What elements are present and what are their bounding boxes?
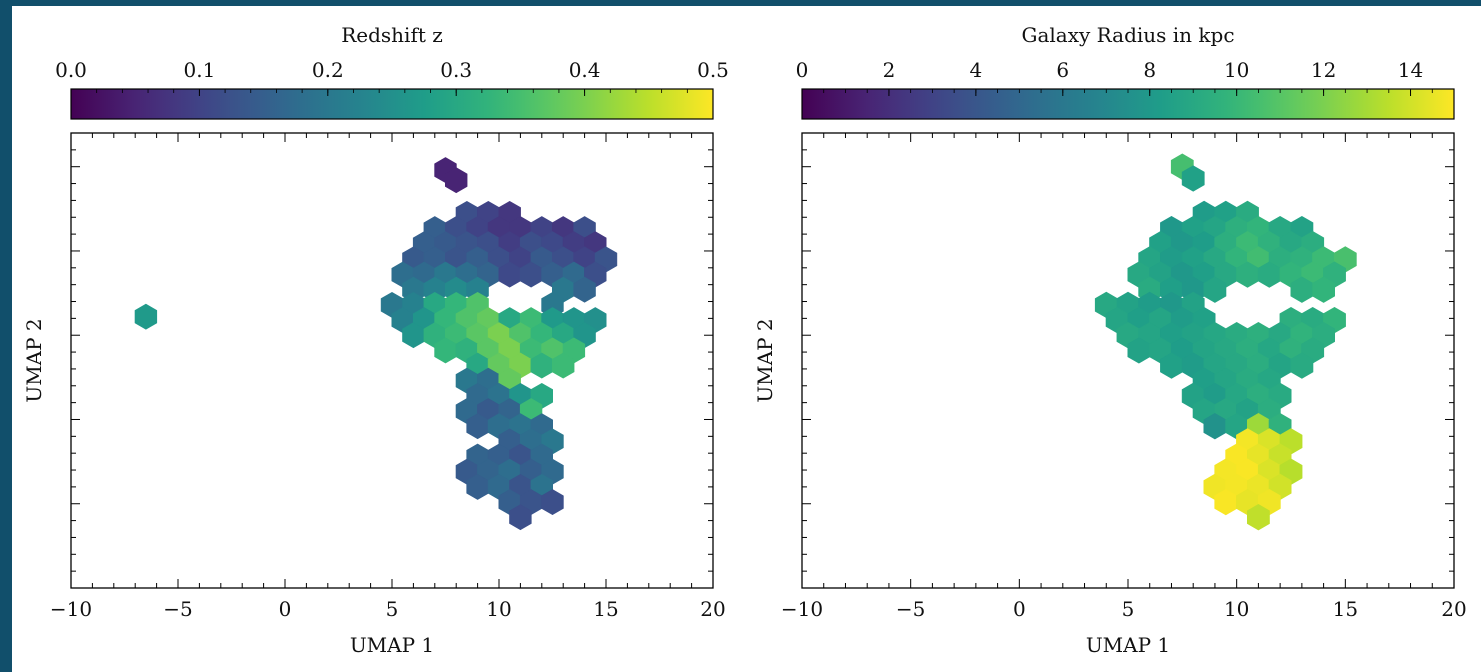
hex-cell [1203, 276, 1227, 303]
colorbar-tick-label: 4 [969, 58, 982, 82]
x-tick-label: 10 [486, 597, 511, 621]
colorbar-tick-label: 12 [1311, 58, 1336, 82]
x-tick-label: 20 [700, 597, 725, 621]
colorbar-tick-label: 6 [1056, 58, 1069, 82]
figure: 0.0 0.1 0.2 0.3 0.4 0.5 Redshift z −10 −5 0 5 10 15 2… [12, 6, 1481, 672]
x-tick-label: 5 [1122, 597, 1135, 621]
x-tick-label: 20 [1441, 597, 1466, 621]
colorbar-label: Redshift z [341, 23, 443, 47]
x-tick-label: 15 [1333, 597, 1358, 621]
x-axis-label: UMAP 1 [350, 633, 434, 657]
x-axis-label: UMAP 1 [1086, 633, 1170, 657]
colorbar-tick-label: 2 [883, 58, 896, 82]
chart-figure: 0.0 0.1 0.2 0.3 0.4 0.5 Redshift z −10 −5 0 5 10 15 2… [22, 23, 1467, 657]
panel-2: 0 2 4 6 8 10 12 14 Galaxy Radius in kpc −10 −5 0 5 10… [753, 23, 1467, 657]
colorbar [70, 88, 714, 120]
colorbar-tick-label: 14 [1398, 58, 1423, 82]
x-tick-label: −5 [896, 597, 925, 621]
hex-cell [509, 504, 532, 531]
x-tick-label: −10 [50, 597, 92, 621]
plot-area [71, 133, 713, 588]
colorbar-tick-label: 0.4 [569, 58, 601, 82]
colorbar-label: Galaxy Radius in kpc [1021, 23, 1234, 47]
colorbar-tick-label: 0.3 [440, 58, 472, 82]
x-tick-label: 15 [593, 597, 618, 621]
hex-cell [1312, 276, 1335, 303]
hex-cell [444, 167, 468, 194]
hex-cell [1290, 352, 1314, 379]
hex-cell [541, 489, 564, 516]
x-tick-label: 0 [1013, 597, 1026, 621]
hex-cell [134, 303, 158, 330]
colorbar-tick-label: 10 [1224, 58, 1249, 82]
plot-area [802, 133, 1454, 588]
x-tick-label: −5 [163, 597, 192, 621]
colorbar-tick-label: 0 [796, 58, 809, 82]
y-axis-label: UMAP 2 [753, 318, 777, 402]
x-tick-label: 0 [279, 597, 292, 621]
hex-cell [573, 276, 596, 303]
hex-cell [551, 352, 575, 379]
y-axis-label: UMAP 2 [22, 318, 46, 402]
hex-cell [1247, 504, 1270, 531]
colorbar-tick-label: 8 [1143, 58, 1156, 82]
colorbar [801, 88, 1455, 120]
hex-cell [1181, 165, 1205, 192]
x-tick-label: 10 [1224, 597, 1249, 621]
panel-1: 0.0 0.1 0.2 0.3 0.4 0.5 Redshift z −10 −5 0 5 10 15 2… [22, 23, 729, 657]
colorbar-tick-label: 0.5 [697, 58, 729, 82]
x-tick-label: −10 [781, 597, 823, 621]
x-tick-label: 5 [386, 597, 399, 621]
colorbar-tick-label: 0.2 [312, 58, 344, 82]
colorbar-tick-label: 0.1 [183, 58, 215, 82]
colorbar-tick-label: 0.0 [55, 58, 87, 82]
